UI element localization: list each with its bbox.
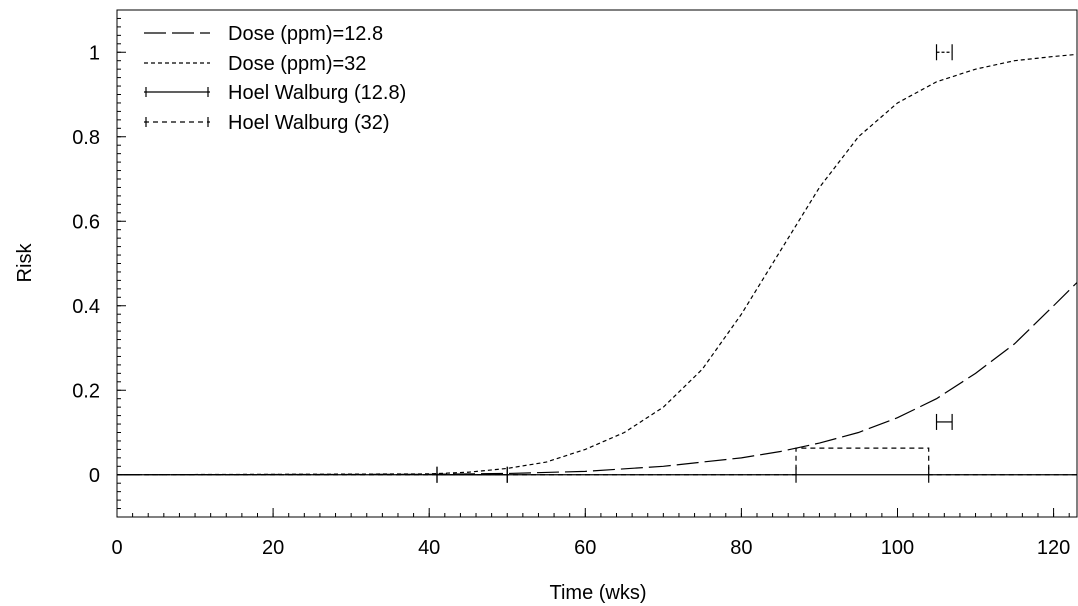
legend-label-2: Dose (ppm)=32: [228, 53, 366, 75]
errorbar-layer: [436, 44, 953, 483]
x-tick-label: 0: [111, 537, 122, 559]
y-tick-label: 0.4: [72, 296, 100, 318]
x-tick-label: 100: [881, 537, 914, 559]
series-line-2: [116, 53, 1078, 476]
legend-label-4: Hoel Walburg (32): [228, 112, 390, 134]
y-tick-label: 0: [89, 465, 100, 487]
legend-label-1: Dose (ppm)=12.8: [228, 23, 383, 45]
x-tick-label: 80: [730, 537, 752, 559]
y-tick-label: 1: [89, 42, 100, 64]
x-axis-title: Time (wks): [549, 582, 646, 604]
x-tick-label: 120: [1037, 537, 1070, 559]
y-tick-labels: 0 0.2 0.4 0.6 0.8 1: [72, 42, 100, 487]
x-tick-label: 60: [574, 537, 596, 559]
x-tick-labels: 0 20 40 60 80 100 120: [111, 537, 1070, 559]
legend: Dose (ppm)=12.8 Dose (ppm)=32 Hoel Walburg…: [144, 23, 406, 134]
legend-label-3: Hoel Walburg (12.8): [228, 82, 406, 104]
x-tick-label: 40: [418, 537, 440, 559]
series-line-1: [116, 282, 1078, 476]
y-tick-label: 0.2: [72, 380, 100, 402]
x-tick-label: 20: [262, 537, 284, 559]
y-tick-label: 0.8: [72, 127, 100, 149]
y-axis-title: Risk: [14, 243, 36, 283]
y-tick-label: 0.6: [72, 211, 100, 233]
